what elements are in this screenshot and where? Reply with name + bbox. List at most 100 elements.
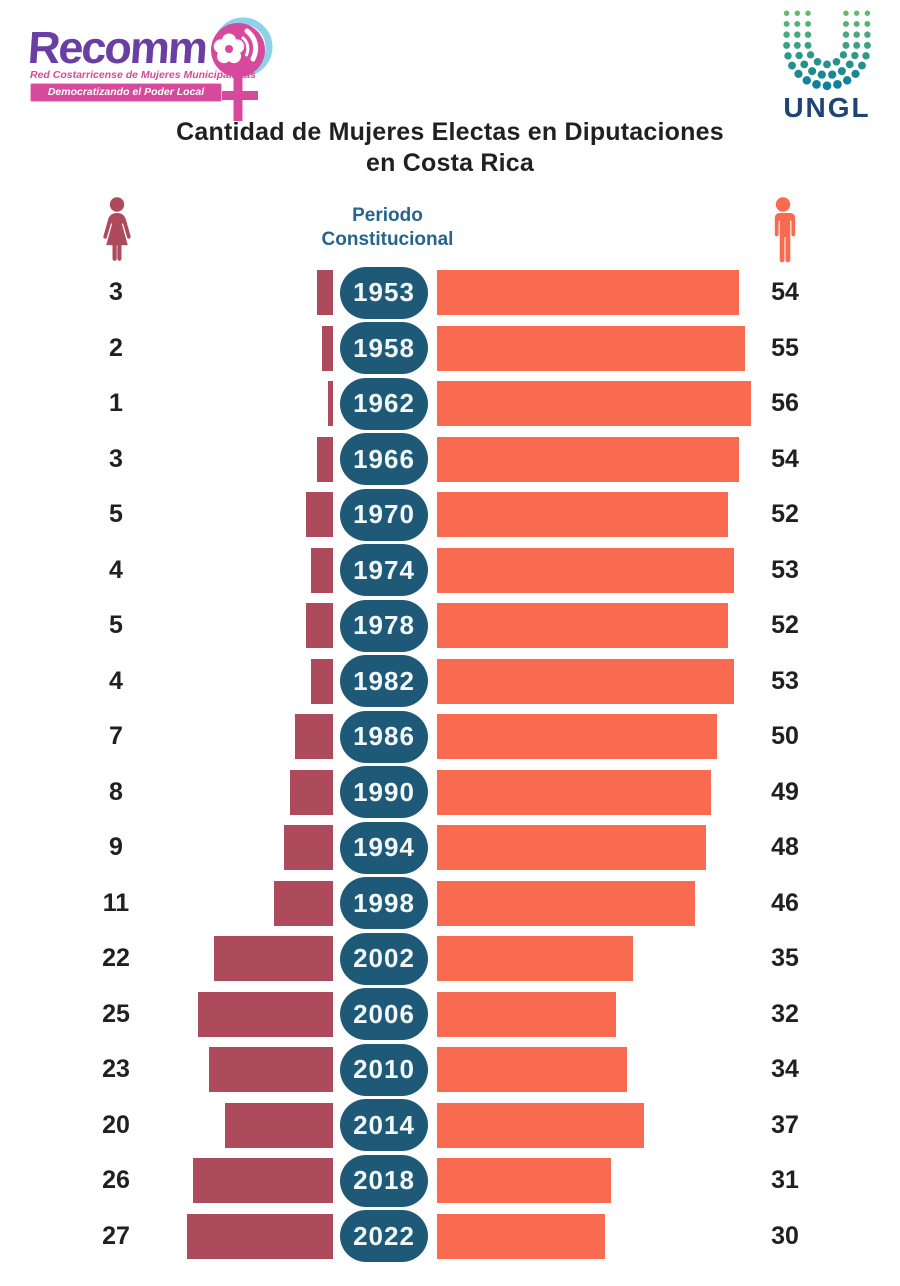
- women-bar: [273, 880, 333, 926]
- women-count: 3: [109, 278, 123, 307]
- men-count: 48: [771, 833, 799, 862]
- women-count: 5: [109, 611, 123, 640]
- women-bar: [316, 270, 333, 316]
- female-symbol-icon: [211, 17, 273, 121]
- men-bar: [437, 492, 729, 538]
- men-bar: [437, 658, 734, 704]
- year-pill: 2006: [340, 988, 428, 1041]
- men-count: 53: [771, 666, 799, 695]
- men-count: 46: [771, 888, 799, 917]
- men-bar: [437, 436, 740, 482]
- men-count: 50: [771, 722, 799, 751]
- chart-row: 11 1998 46: [0, 876, 900, 932]
- chart-row: 20 2014 37: [0, 1098, 900, 1154]
- men-bar: [437, 714, 717, 760]
- men-bar: [437, 603, 729, 649]
- year-pill: 1986: [340, 710, 428, 763]
- chart-title: Cantidad de Mujeres Electas en Diputacio…: [0, 117, 900, 179]
- year-pill: 1982: [340, 655, 428, 708]
- men-bar: [437, 880, 695, 926]
- men-bar: [437, 1158, 611, 1204]
- ungl-logo: UNGL: [772, 8, 882, 124]
- men-bar: [437, 325, 745, 371]
- women-bar: [311, 547, 333, 593]
- women-count: 2: [109, 333, 123, 362]
- chart-row: 23 2010 34: [0, 1042, 900, 1098]
- women-count: 5: [109, 500, 123, 529]
- chart-row: 27 2022 30: [0, 1209, 900, 1265]
- women-bar: [192, 1158, 333, 1204]
- women-count: 8: [109, 777, 123, 806]
- year-pill: 1990: [340, 766, 428, 819]
- chart-row: 1 1962 56: [0, 376, 900, 432]
- chart-row: 4 1974 53: [0, 543, 900, 599]
- men-bar: [437, 1047, 628, 1093]
- women-count: 3: [109, 444, 123, 473]
- men-count: 56: [771, 389, 799, 418]
- recomm-banner: Democratizando el Poder Local: [30, 83, 222, 102]
- women-bar: [316, 436, 333, 482]
- chart-row: 3 1953 54: [0, 265, 900, 321]
- year-pill: 1998: [340, 877, 428, 930]
- women-count: 26: [102, 1166, 130, 1195]
- men-count: 52: [771, 611, 799, 640]
- men-count: 37: [771, 1110, 799, 1139]
- women-bar: [225, 1102, 333, 1148]
- women-bar: [306, 603, 333, 649]
- year-pill: 1974: [340, 544, 428, 597]
- chart-row: 5 1970 52: [0, 487, 900, 543]
- men-bar: [437, 936, 633, 982]
- chart-row: 9 1994 48: [0, 820, 900, 876]
- men-count: 54: [771, 278, 799, 307]
- woman-icon: [103, 197, 131, 261]
- women-bar: [214, 936, 333, 982]
- year-pill: 2010: [340, 1043, 428, 1096]
- men-count: 54: [771, 444, 799, 473]
- women-bar: [327, 381, 333, 427]
- women-bar: [284, 825, 333, 871]
- man-icon: [774, 197, 796, 263]
- men-bar: [437, 769, 712, 815]
- chart-row: 3 1966 54: [0, 432, 900, 488]
- men-bar: [437, 547, 734, 593]
- chart-row: 8 1990 49: [0, 765, 900, 821]
- year-pill: 1958: [340, 322, 428, 375]
- men-bar: [437, 270, 740, 316]
- chart-row: 25 2006 32: [0, 987, 900, 1043]
- year-pill: 1962: [340, 377, 428, 430]
- chart-row: 7 1986 50: [0, 709, 900, 765]
- women-bar: [198, 991, 333, 1037]
- recomm-logo: Recomm Red Costarricense de Mujeres Muni…: [26, 16, 288, 126]
- men-count: 34: [771, 1055, 799, 1084]
- women-bar: [311, 658, 333, 704]
- chart-row: 4 1982 53: [0, 654, 900, 710]
- chart-title-line1: Cantidad de Mujeres Electas en Diputacio…: [176, 118, 724, 146]
- men-bar: [437, 825, 706, 871]
- women-count: 4: [109, 666, 123, 695]
- men-bar: [437, 1102, 645, 1148]
- year-pill: 2022: [340, 1210, 428, 1263]
- women-count: 1: [109, 389, 123, 418]
- year-pill: 1953: [340, 266, 428, 319]
- year-pill: 2018: [340, 1154, 428, 1207]
- women-bar: [306, 492, 333, 538]
- men-bar: [437, 381, 751, 427]
- chart-row: 2 1958 55: [0, 321, 900, 377]
- men-count: 49: [771, 777, 799, 806]
- ungl-brand-text: UNGL: [783, 92, 871, 123]
- men-count: 55: [771, 333, 799, 362]
- women-count: 27: [102, 1221, 130, 1250]
- period-axis-label: Periodo Constitucional: [285, 204, 490, 252]
- men-count: 30: [771, 1221, 799, 1250]
- chart-row: 22 2002 35: [0, 931, 900, 987]
- women-bar: [208, 1047, 333, 1093]
- year-pill: 1966: [340, 433, 428, 486]
- women-count: 22: [102, 944, 130, 973]
- men-count: 31: [771, 1166, 799, 1195]
- period-label-line2: Constitucional: [321, 229, 454, 250]
- period-label-line1: Periodo: [352, 205, 423, 226]
- year-pill: 2014: [340, 1099, 428, 1152]
- women-count: 25: [102, 999, 130, 1028]
